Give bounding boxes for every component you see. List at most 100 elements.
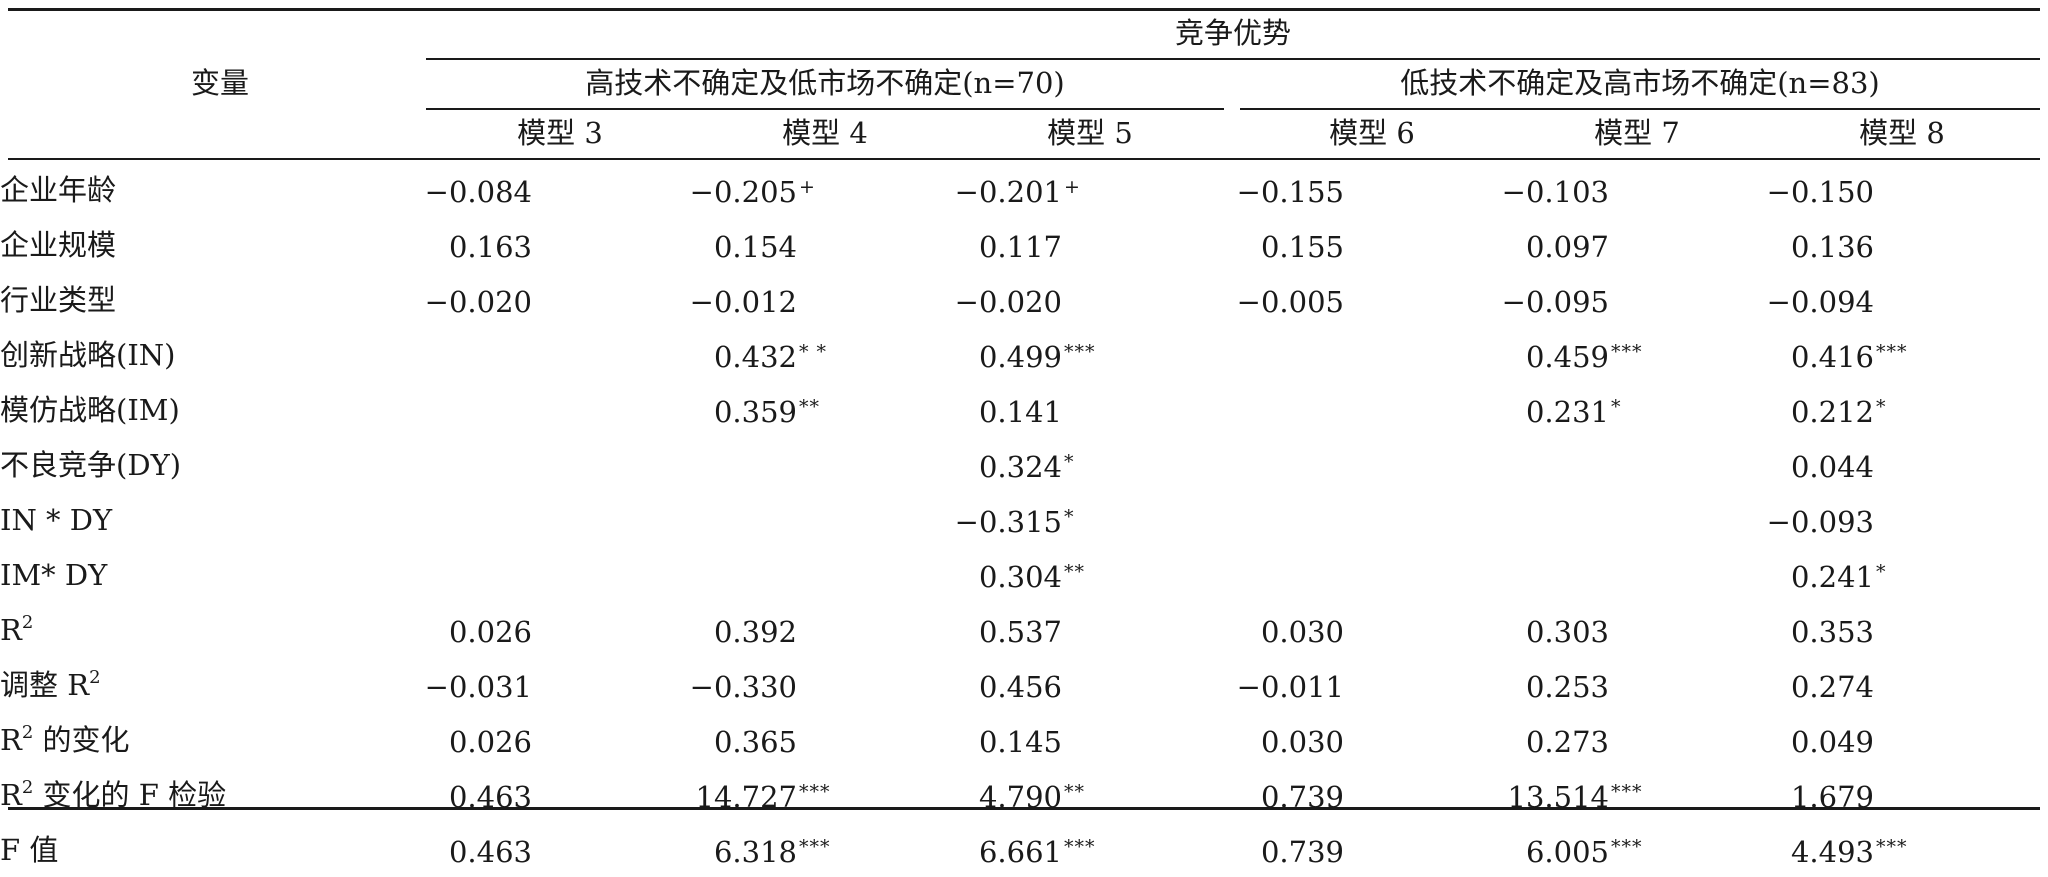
- table-row: IN * DY −0.315 * −0.093: [0, 492, 2048, 547]
- coef-cell: [420, 492, 685, 547]
- coef-cell: 0.304 **: [978, 560, 1085, 594]
- coef-cell: [420, 327, 685, 382]
- coef-cell: 0.353: [1790, 615, 1874, 649]
- model-header: 模型 5: [1047, 116, 1133, 150]
- coef-cell: [1497, 492, 1762, 547]
- coef-cell: −0.020: [424, 285, 532, 319]
- table-row: R2 的变化 0.026 0.365 0.145 0.030 0.273 0.0…: [0, 712, 2048, 767]
- coef-cell: [420, 437, 685, 492]
- variable-label: 不良竞争(DY): [0, 447, 182, 482]
- coef-cell: 14.727 ***: [695, 780, 831, 814]
- coef-cell: 0.416 ***: [1790, 340, 1908, 374]
- coef-cell: [1232, 492, 1497, 547]
- coef-cell: 0.432 * *: [713, 340, 828, 374]
- coef-cell: −0.103: [1501, 175, 1609, 209]
- coef-cell: [1232, 547, 1497, 602]
- table-row: F 值 0.463 6.318 *** 6.661 *** 0.739 6.005 *…: [0, 822, 2048, 877]
- coef-cell: 0.739: [1260, 835, 1344, 869]
- group1-underline: [426, 108, 1224, 110]
- coef-cell: 0.212 *: [1790, 395, 1887, 429]
- top-rule: [8, 8, 2040, 11]
- model-header: 模型 8: [1859, 116, 1945, 150]
- coef-cell: 0.231 *: [1525, 395, 1622, 429]
- table-row: 行业类型 −0.020 −0.012 −0.020 −0.005 −0.095 …: [0, 272, 2048, 327]
- coef-cell: 0.026: [448, 725, 532, 759]
- coef-cell: −0.005: [1236, 285, 1344, 319]
- variable-label: 创新战略(IN): [0, 337, 176, 372]
- group2-header: 低技术不确定及高市场不确定(n=83): [1400, 66, 1880, 100]
- coef-cell: 0.097: [1525, 230, 1609, 264]
- table-row: IM* DY 0.304 ** 0.241 *: [0, 547, 2048, 602]
- coef-cell: 0.359 **: [713, 395, 820, 429]
- coef-cell: −0.020: [954, 285, 1062, 319]
- coef-cell: 0.026: [448, 615, 532, 649]
- coef-cell: −0.315 *: [954, 505, 1075, 539]
- coef-cell: 0.141: [978, 395, 1062, 429]
- coef-cell: −0.031: [424, 670, 532, 704]
- variable-label: F 值: [0, 832, 59, 867]
- coef-cell: −0.201 +: [954, 175, 1081, 209]
- variable-label: 模仿战略(IM): [0, 392, 180, 427]
- coef-cell: 0.145: [978, 725, 1062, 759]
- coef-cell: −0.095: [1501, 285, 1609, 319]
- group1-header: 高技术不确定及低市场不确定(n=70): [585, 66, 1065, 100]
- coef-cell: [685, 547, 950, 602]
- variable-label: IM* DY: [0, 557, 108, 592]
- coef-cell: 0.241 *: [1790, 560, 1887, 594]
- coef-cell: −0.084: [424, 175, 532, 209]
- coef-cell: −0.094: [1766, 285, 1874, 319]
- coef-cell: 0.324 *: [978, 450, 1075, 484]
- table-row: 调整 R2 −0.031 −0.330 0.456 −0.011 0.253 0…: [0, 657, 2048, 712]
- coef-cell: 4.493 ***: [1790, 835, 1908, 869]
- coef-cell: 0.155: [1260, 230, 1344, 264]
- coef-cell: 0.163: [448, 230, 532, 264]
- coef-cell: 0.459 ***: [1525, 340, 1643, 374]
- variable-label: R2 的变化: [0, 721, 130, 757]
- variable-label: 企业规模: [0, 227, 117, 262]
- coef-cell: 0.537: [978, 615, 1062, 649]
- variable-label: IN * DY: [0, 502, 113, 537]
- coef-cell: 0.456: [978, 670, 1062, 704]
- coef-cell: [420, 547, 685, 602]
- coef-cell: 0.739: [1260, 780, 1344, 814]
- coef-cell: [1497, 547, 1762, 602]
- coef-cell: [685, 437, 950, 492]
- coef-cell: [1232, 382, 1497, 437]
- coef-cell: 0.303: [1525, 615, 1609, 649]
- model-header: 模型 3: [517, 116, 603, 150]
- coef-cell: 6.318 ***: [713, 835, 831, 869]
- variable-header: 变量: [190, 66, 249, 100]
- coef-cell: 0.463: [448, 780, 532, 814]
- coef-cell: [1232, 437, 1497, 492]
- coef-cell: 6.661 ***: [978, 835, 1096, 869]
- coef-cell: [420, 382, 685, 437]
- coef-cell: 0.117: [978, 230, 1062, 264]
- variable-label: R2 变化的 F 检验: [0, 776, 227, 812]
- table-row: 模仿战略(IM) 0.359 ** 0.141 0.231 * 0.212 *: [0, 382, 2048, 437]
- coef-cell: 0.392: [713, 615, 797, 649]
- variable-label: 行业类型: [0, 282, 117, 317]
- coef-cell: 0.499 ***: [978, 340, 1096, 374]
- coef-cell: [1232, 327, 1497, 382]
- model-header: 模型 6: [1329, 116, 1415, 150]
- regression-table: 企业年龄 −0.084 −0.205 + −0.201 + −0.155 −0.10…: [0, 162, 2048, 877]
- table-row: R2 变化的 F 检验 0.463 14.727 *** 4.790 ** 0.73…: [0, 767, 2048, 822]
- table-row: 不良竞争(DY) 0.324 * 0.044: [0, 437, 2048, 492]
- coef-cell: [685, 492, 950, 547]
- table-row: R2 0.026 0.392 0.537 0.030 0.303 0.353: [0, 602, 2048, 657]
- bottom-rule: [8, 807, 2040, 810]
- table-row: 创新战略(IN) 0.432 * * 0.499 *** 0.459 *** 0.41…: [0, 327, 2048, 382]
- coef-cell: 4.790 **: [978, 780, 1085, 814]
- coef-cell: −0.011: [1236, 670, 1344, 704]
- coef-cell: 0.030: [1260, 615, 1344, 649]
- header-bottom-rule: [8, 158, 2040, 160]
- variable-label: R2: [0, 611, 34, 647]
- coef-cell: 0.154: [713, 230, 797, 264]
- coef-cell: 0.274: [1790, 670, 1874, 704]
- coef-cell: 0.273: [1525, 725, 1609, 759]
- table-row: 企业年龄 −0.084 −0.205 + −0.201 + −0.155 −0.10…: [0, 162, 2048, 217]
- coef-cell: −0.093: [1766, 505, 1874, 539]
- coef-cell: −0.205 +: [689, 175, 816, 209]
- coef-cell: −0.012: [689, 285, 797, 319]
- coef-cell: −0.330: [689, 670, 797, 704]
